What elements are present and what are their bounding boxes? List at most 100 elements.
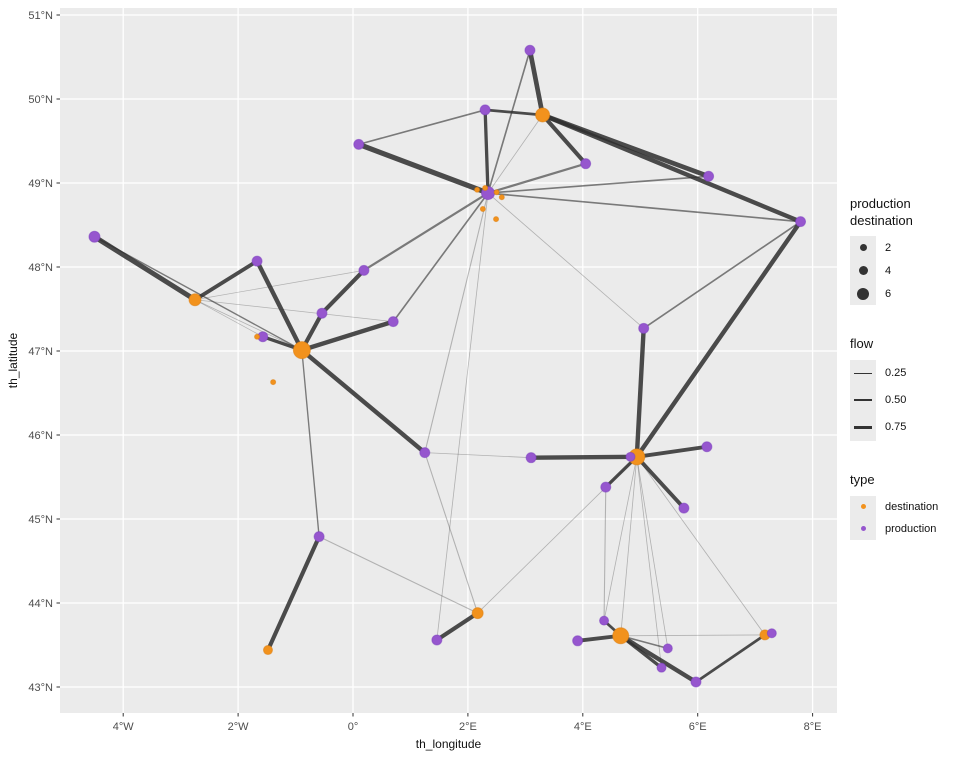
size-6-circle-icon (857, 287, 869, 300)
flow-edge (634, 454, 686, 511)
legend-size-key (850, 259, 876, 283)
flow-edge (487, 192, 645, 329)
legend-flow-key (850, 359, 876, 387)
flow-edge (636, 456, 662, 669)
legend-size-rows: 2 4 6 (850, 236, 960, 306)
legend-flow-entry: 0.75 (850, 413, 960, 441)
node-destination (535, 107, 551, 123)
x-tick-label: 4°E (574, 721, 592, 733)
flow-edge (299, 347, 428, 455)
y-tick-label: 51°N (28, 10, 53, 22)
legend-size-title-line1: production (850, 196, 911, 211)
legend-type-key (850, 517, 876, 540)
node-destination (254, 333, 261, 340)
legend-size-title: production destination (850, 196, 960, 229)
legend-flow-label: 0.25 (885, 367, 907, 380)
flow-edge (603, 456, 638, 622)
legend-type: type destination production (850, 472, 960, 540)
y-tick-label: 44°N (28, 598, 53, 610)
legend-size-label: 6 (885, 287, 892, 300)
x-tick-label: 2°W (228, 721, 250, 733)
flow-edge (424, 192, 489, 454)
x-tick-label: 4°W (113, 721, 135, 733)
flow-edge (434, 611, 480, 643)
legend-type-label: destination (885, 500, 939, 513)
flow-edge (603, 486, 607, 622)
node-destination (493, 189, 500, 196)
y-tick-label: 46°N (28, 430, 53, 442)
y-tick-label: 45°N (28, 514, 53, 526)
flow-edge (362, 191, 490, 272)
flow-edge (636, 456, 669, 649)
legend-flow-label: 0.75 (885, 421, 907, 434)
flow-edge (540, 112, 711, 179)
node-production (525, 452, 537, 464)
flow-edge (318, 536, 479, 614)
flow-edge (424, 452, 479, 614)
legend: production destination 2 4 6 flow (850, 196, 960, 540)
node-production (479, 104, 491, 116)
legend-size-label: 4 (885, 264, 892, 277)
flow-edge (486, 162, 587, 195)
flow-edge (487, 114, 543, 194)
legend-type-key (850, 495, 876, 518)
legend-type-entry: destination (850, 495, 960, 518)
node-destination (479, 206, 486, 213)
x-tick-label: 2°E (459, 721, 477, 733)
legend-flow-entry: 0.50 (850, 386, 960, 414)
legend-flow-key (850, 386, 876, 414)
y-tick-label: 43°N (28, 682, 53, 694)
node-production (431, 634, 443, 646)
legend-flow-entry: 0.25 (850, 359, 960, 387)
flow-edge (618, 633, 699, 685)
node-destination (612, 627, 630, 645)
flow-edge (694, 633, 767, 684)
flow-edge (483, 108, 490, 195)
flow-edge (299, 319, 396, 353)
flow-050-line-icon (854, 399, 872, 402)
flow-edge (634, 219, 803, 460)
node-destination (474, 186, 481, 193)
x-axis-title: th_longitude (416, 737, 482, 751)
node-production (638, 322, 650, 334)
legend-size-key (850, 282, 876, 306)
flow-edge (487, 175, 710, 194)
node-destination (188, 293, 202, 307)
flow-edge (301, 349, 320, 538)
legend-size-title-line2: destination (850, 212, 913, 228)
node-production (795, 216, 807, 228)
x-tick-label: 0° (348, 721, 359, 733)
node-destination (262, 645, 273, 656)
node-production (701, 441, 713, 453)
flow-edge (91, 234, 198, 303)
y-tick-label: 49°N (28, 178, 53, 190)
node-production (353, 138, 365, 150)
node-destination (493, 216, 500, 223)
flow-025-line-icon (854, 372, 872, 374)
flow-edge (436, 192, 489, 641)
flow-edge (483, 108, 544, 117)
flow-edge (392, 192, 489, 323)
node-destination (498, 194, 505, 201)
flow-edge (265, 534, 322, 653)
legend-type-title: type (850, 471, 875, 487)
flow-edge (194, 270, 365, 301)
x-tick-label: 6°E (689, 721, 707, 733)
flow-edge (634, 444, 709, 459)
legend-flow-label: 0.50 (885, 394, 907, 407)
legend-size-entry: 2 (850, 236, 960, 260)
node-production (625, 451, 636, 462)
node-production (572, 635, 584, 647)
flow-edge (356, 141, 491, 196)
destination-dot-icon (860, 504, 866, 509)
size-2-circle-icon (859, 244, 867, 252)
plot-panel (60, 8, 837, 713)
flow-edge (487, 49, 531, 194)
node-production (316, 307, 328, 319)
node-production (251, 255, 263, 267)
node-production (419, 447, 431, 459)
node-destination (292, 341, 311, 360)
flow-edge (636, 456, 766, 636)
node-production (690, 676, 702, 688)
